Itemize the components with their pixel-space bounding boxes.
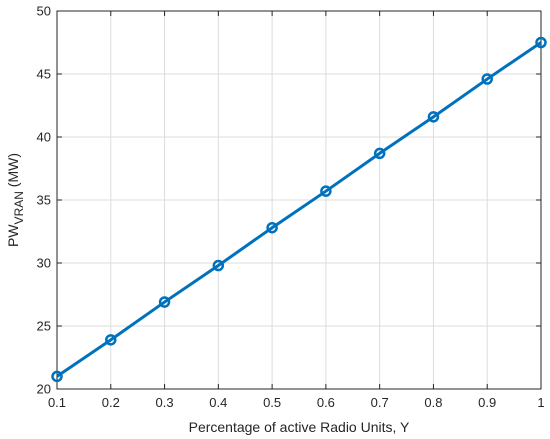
y-axis-label-suffix: (MW)	[5, 153, 21, 191]
x-tick-label: 0.3	[156, 395, 174, 410]
x-tick-label: 0.9	[478, 395, 496, 410]
y-tick-label: 20	[37, 382, 51, 397]
x-tick-label: 0.4	[209, 395, 227, 410]
y-tick-label: 50	[37, 4, 51, 19]
data-point-marker	[158, 296, 171, 308]
y-tick-label: 30	[37, 256, 51, 271]
data-point-marker	[535, 36, 547, 49]
x-axis-label: Percentage of active Radio Units, Y	[189, 419, 410, 435]
x-tick-labels: 0.1 0.2 0.3 0.4 0.5 0.6 0.7 0.8 0.9 1	[48, 395, 545, 410]
data-point-marker	[105, 334, 117, 346]
data-point-marker	[373, 147, 386, 160]
data-point-marker	[212, 259, 225, 272]
x-tick-label: 0.6	[317, 395, 335, 410]
x-tick-label: 0.1	[48, 395, 66, 410]
x-tick-label: 0.7	[371, 395, 389, 410]
data-point-marker	[320, 185, 332, 197]
tick-marks	[56, 10, 542, 390]
series-line	[56, 41, 542, 378]
y-axis-label-subscript: VRAN	[12, 191, 26, 224]
y-tick-labels: 20 25 30 35 40 45 50	[37, 4, 51, 397]
x-tick-label: 0.5	[263, 395, 281, 410]
x-tick-label: 0.8	[424, 395, 442, 410]
data-point-marker	[481, 73, 493, 85]
data-point-marker	[51, 370, 63, 383]
y-axis-label: PWVRAN (MW)	[5, 153, 26, 247]
data-point-marker	[266, 221, 278, 234]
y-tick-label: 45	[37, 67, 51, 82]
y-axis-label-base: PW	[5, 224, 21, 247]
data-point-marker	[427, 111, 440, 123]
x-tick-label: 0.2	[102, 395, 120, 410]
y-tick-label: 40	[37, 130, 51, 145]
series	[51, 36, 547, 383]
y-tick-label: 25	[37, 319, 51, 334]
x-tick-label: 1	[537, 395, 544, 410]
y-tick-label: 35	[37, 193, 51, 208]
grid	[56, 10, 542, 390]
